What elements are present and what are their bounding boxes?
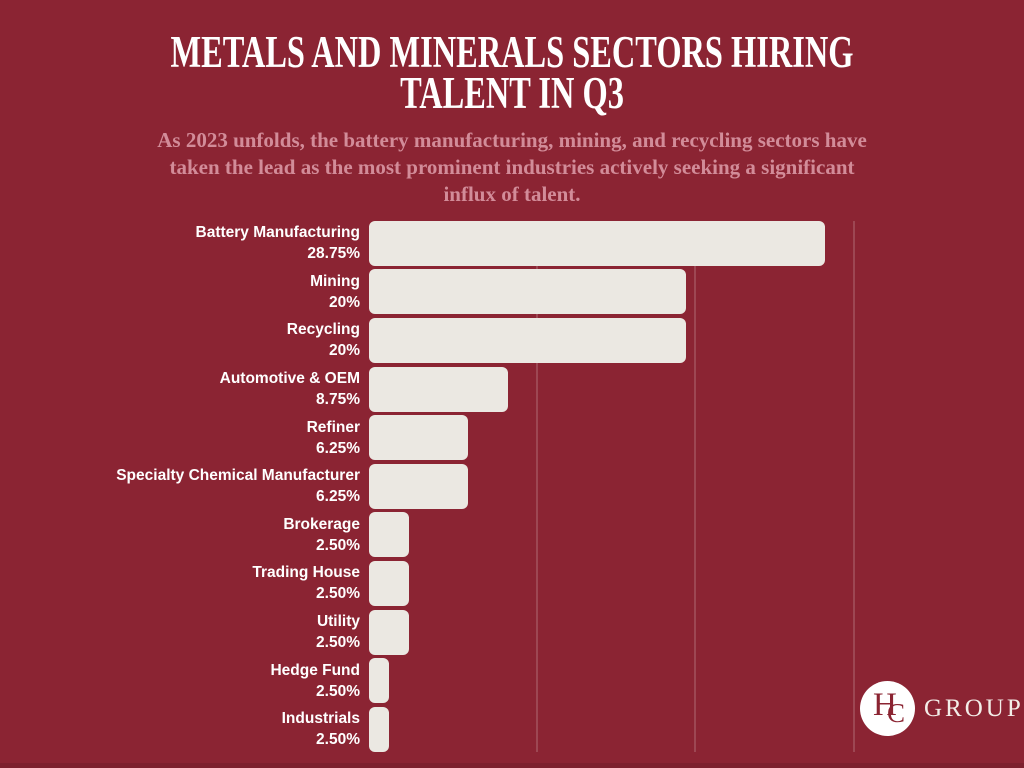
chart-row-automotive-oem: Automotive & OEM 8.75%: [0, 365, 1024, 414]
chart-row-specialty-chemical: Specialty Chemical Manufacturer 6.25%: [0, 462, 1024, 511]
bar-battery-manufacturing: [369, 220, 826, 266]
chart-row-hedge-fund: Hedge Fund 2.50%: [0, 656, 1024, 705]
bar-automotive-oem: [369, 366, 508, 412]
category-label: Refiner 6.25%: [0, 417, 369, 459]
category-name: Specialty Chemical Manufacturer: [116, 467, 360, 485]
subtitle: As 2023 unfolds, the battery manufacturi…: [0, 127, 1024, 208]
chart-rows: Battery Manufacturing 28.75% Mining 20% …: [0, 219, 1024, 754]
bar-utility: [369, 609, 409, 655]
category-label: Trading House 2.50%: [0, 562, 369, 604]
category-name: Utility: [316, 613, 360, 631]
chart-row-utility: Utility 2.50%: [0, 608, 1024, 657]
subtitle-line-2: taken the lead as the most prominent ind…: [169, 155, 855, 179]
category-value: 20%: [328, 342, 360, 360]
bar-specialty-chemical: [369, 463, 469, 509]
subtitle-line-1: As 2023 unfolds, the battery manufacturi…: [157, 128, 867, 152]
chart-row-trading-house: Trading House 2.50%: [0, 559, 1024, 608]
bar-recycling: [369, 317, 687, 363]
logo-letter-c: C: [887, 698, 906, 728]
category-value: 2.50%: [316, 634, 360, 652]
bar-refiner: [369, 415, 469, 461]
category-label: Specialty Chemical Manufacturer 6.25%: [0, 465, 369, 507]
category-value: 2.50%: [316, 585, 360, 603]
chart-row-industrials: Industrials 2.50%: [0, 705, 1024, 754]
subtitle-line-3: influx of talent.: [443, 182, 581, 206]
category-label: Hedge Fund 2.50%: [0, 660, 369, 702]
logo-wordmark: GROUP: [924, 694, 1024, 722]
category-label: Battery Manufacturing 28.75%: [0, 222, 369, 264]
hc-monogram-icon: H C: [860, 681, 915, 736]
title-line-2: TALENT IN Q3: [400, 68, 624, 118]
chart-row-battery-manufacturing: Battery Manufacturing 28.75%: [0, 219, 1024, 268]
category-value: 6.25%: [316, 439, 360, 457]
bar-mining: [369, 269, 687, 315]
category-name: Trading House: [252, 564, 360, 582]
category-value: 28.75%: [307, 245, 360, 263]
category-name: Brokerage: [283, 515, 360, 533]
category-label: Recycling 20%: [0, 319, 369, 361]
category-label: Automotive & OEM 8.75%: [0, 368, 369, 410]
category-value: 8.75%: [316, 391, 360, 409]
chart-row-brokerage: Brokerage 2.50%: [0, 511, 1024, 560]
category-name: Hedge Fund: [270, 661, 360, 679]
hc-group-logo: H C GROUP: [860, 681, 1024, 736]
gridline-10pct: [535, 221, 538, 752]
title-line-1: METALS AND MINERALS SECTORS HIRING: [170, 27, 854, 77]
logo-letter-h: H: [873, 687, 897, 723]
category-name: Battery Manufacturing: [195, 224, 361, 242]
category-value: 2.50%: [316, 731, 360, 749]
category-label: Utility 2.50%: [0, 611, 369, 653]
bar-industrials: [369, 706, 389, 752]
bar-trading-house: [369, 560, 409, 606]
bottom-border-strip: [0, 763, 1024, 768]
gridline-30pct: [853, 221, 855, 752]
bar-hedge-fund: [369, 658, 389, 704]
category-value: 2.50%: [316, 536, 360, 554]
category-label: Industrials 2.50%: [0, 708, 369, 750]
bar-chart: Battery Manufacturing 28.75% Mining 20% …: [0, 219, 1024, 754]
category-name: Refiner: [306, 418, 360, 436]
chart-row-recycling: Recycling 20%: [0, 316, 1024, 365]
category-name: Recycling: [286, 321, 360, 339]
gridline-20pct: [694, 221, 697, 752]
category-value: 20%: [328, 293, 360, 311]
category-value: 2.50%: [316, 682, 360, 700]
category-name: Industrials: [281, 710, 360, 728]
bar-brokerage: [369, 512, 409, 558]
category-label: Brokerage 2.50%: [0, 514, 369, 556]
chart-row-refiner: Refiner 6.25%: [0, 413, 1024, 462]
chart-row-mining: Mining 20%: [0, 268, 1024, 317]
page-title: METALS AND MINERALS SECTORS HIRING TALENT…: [143, 30, 880, 116]
category-label: Mining 20%: [0, 271, 369, 313]
category-value: 6.25%: [316, 488, 360, 506]
category-name: Automotive & OEM: [219, 370, 360, 388]
category-name: Mining: [310, 272, 360, 290]
